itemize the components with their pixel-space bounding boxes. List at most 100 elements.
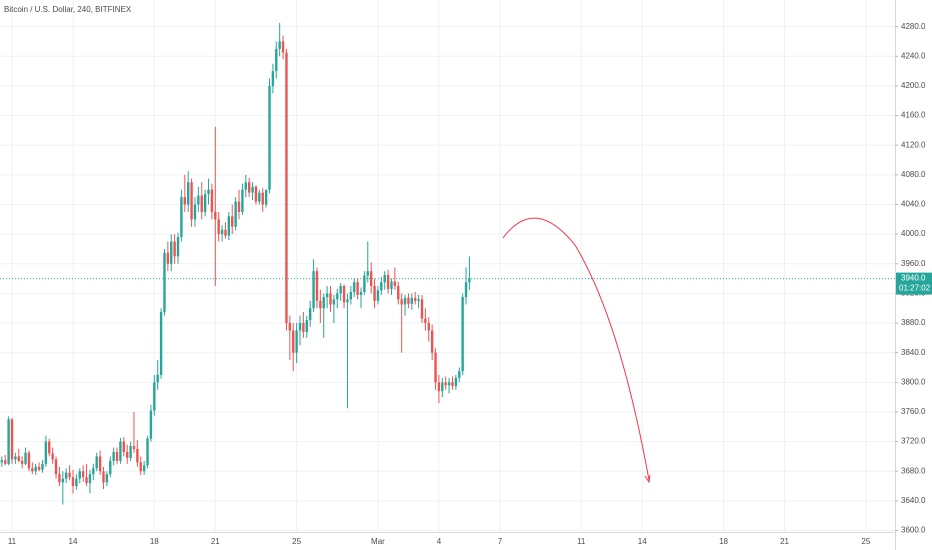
candle-body: [380, 282, 383, 291]
candle-body: [136, 449, 139, 463]
candles: [0, 22, 895, 505]
candle-body: [10, 419, 14, 460]
candle-body: [285, 52, 288, 324]
candle-body: [353, 282, 356, 292]
candle-body: [166, 252, 170, 264]
axes: 3600.0 3640.0 3680.0 3720.0 3760.0 3800.0 3840…: [8, 22, 932, 546]
x-tick-label: 21: [780, 537, 789, 546]
candle-body: [322, 297, 325, 309]
y-tick-label: 4280.0: [901, 22, 926, 31]
candle-body: [241, 189, 244, 212]
candle-body: [434, 352, 437, 383]
y-tick-label: 3760.0: [901, 407, 926, 416]
candle-body: [153, 382, 156, 411]
candle-body: [349, 291, 353, 300]
candle-body: [363, 275, 366, 292]
candle-body: [173, 241, 176, 257]
x-tick-label: Mar: [371, 537, 385, 546]
x-tick-label: 14: [69, 537, 78, 546]
candle-body: [390, 281, 393, 289]
candle-body: [224, 229, 227, 236]
candle-body: [414, 297, 417, 301]
candle-body: [146, 438, 149, 466]
x-tick-label: 14: [638, 537, 647, 546]
candle-body: [468, 278, 471, 283]
countdown-label: 01:27:02: [899, 284, 931, 293]
candle-body: [308, 308, 312, 321]
candle-body: [65, 472, 68, 479]
candle-body: [237, 201, 241, 212]
candle-body: [210, 189, 214, 212]
y-tick-label: 3720.0: [901, 437, 926, 446]
candle-body: [7, 419, 10, 464]
candle-body: [444, 382, 447, 386]
candle-body: [203, 194, 207, 212]
candle-body: [183, 197, 187, 205]
y-tick-label: 3600.0: [901, 526, 926, 535]
y-tick-label: 3840.0: [901, 348, 926, 357]
candle-body: [298, 323, 302, 331]
candle-body: [207, 189, 210, 195]
candle-body: [417, 299, 420, 301]
candle-body: [369, 271, 373, 287]
candle-body: [34, 466, 37, 472]
candle-body: [20, 460, 24, 464]
candle-body: [356, 282, 359, 295]
candle-body: [200, 195, 203, 212]
candle-body: [376, 290, 380, 301]
candle-body: [24, 452, 27, 464]
chart-title: Bitcoin / U.S. Dollar, 240, BITFINEX: [4, 5, 132, 14]
candle-body: [359, 291, 363, 295]
candle-body: [373, 286, 376, 301]
candle-body: [258, 192, 261, 202]
candle-body: [420, 299, 424, 319]
candle-body: [4, 460, 7, 464]
candle-body: [437, 382, 441, 392]
candle-body: [393, 281, 397, 287]
candle-body: [125, 451, 129, 458]
y-tick-label: 3800.0: [901, 377, 926, 386]
candle-body: [149, 410, 153, 439]
candle-body: [75, 478, 78, 487]
y-tick-label: 3640.0: [901, 496, 926, 505]
candle-body: [410, 297, 414, 304]
candle-body: [305, 320, 308, 332]
candle-body: [458, 371, 461, 378]
candle-body: [312, 271, 315, 309]
candle-body: [247, 182, 251, 193]
candle-body: [92, 468, 95, 475]
candle-body: [156, 374, 159, 383]
candle-body: [295, 330, 298, 353]
candle-body: [275, 48, 278, 72]
candle-body: [61, 478, 65, 483]
candle-body: [346, 299, 349, 303]
y-tick-label: 3880.0: [901, 318, 926, 327]
y-tick-label: 4000.0: [901, 229, 926, 238]
candle-body: [254, 186, 258, 202]
x-tick-label: 21: [211, 537, 220, 546]
x-tick-label: 25: [861, 537, 870, 546]
y-tick-label: 4160.0: [901, 111, 926, 120]
candle-body: [109, 460, 112, 475]
candle-body: [170, 241, 173, 264]
candle-body: [430, 330, 434, 353]
candle-body: [447, 382, 451, 386]
candle-body: [319, 300, 322, 309]
candle-body: [329, 293, 332, 305]
candle-body: [332, 299, 336, 305]
x-tick-label: 18: [150, 537, 159, 546]
candle-body: [268, 85, 271, 190]
candle-body: [292, 330, 295, 353]
candle-body: [142, 465, 146, 472]
candle-body: [302, 323, 305, 332]
candle-body: [54, 459, 58, 475]
candle-body: [37, 466, 41, 470]
candle-body: [44, 441, 48, 464]
candle-body: [315, 271, 319, 301]
x-tick-label: 7: [498, 537, 503, 546]
candle-body: [41, 463, 44, 470]
candle-body: [88, 474, 92, 484]
candle-body: [288, 323, 292, 331]
